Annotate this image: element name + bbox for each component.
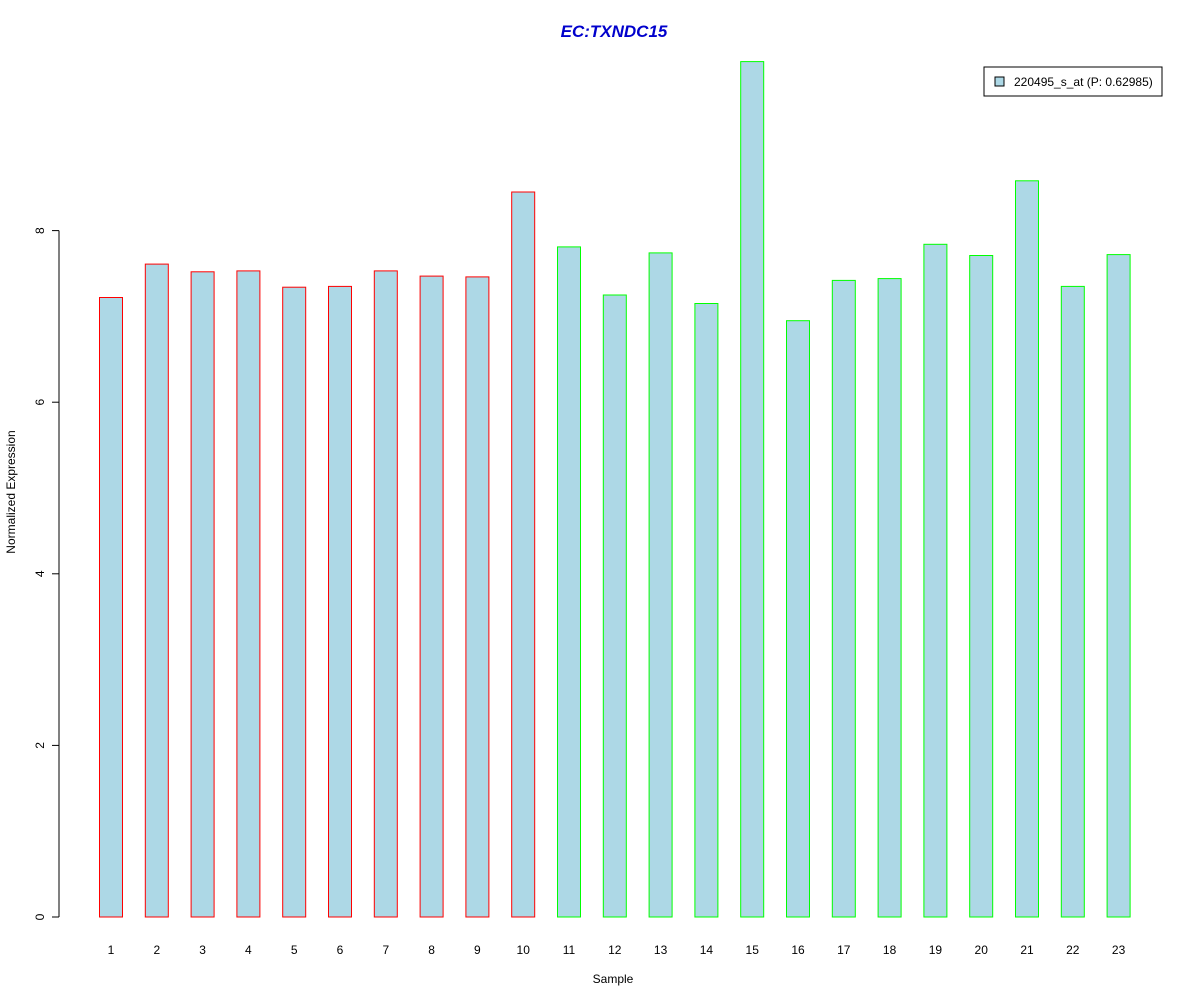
legend-label: 220495_s_at (P: 0.62985) (1014, 75, 1153, 89)
bar-sample-23 (1106, 254, 1131, 918)
bar-sample-15 (740, 61, 765, 918)
x-tick-label: 3 (199, 943, 206, 957)
y-tick-label: 6 (33, 399, 47, 406)
bar-sample-20 (969, 255, 994, 918)
bar-sample-19 (923, 243, 948, 918)
x-tick-label: 12 (608, 943, 622, 957)
y-tick-label: 4 (33, 570, 47, 577)
bar-sample-6 (328, 285, 352, 918)
bar-sample-5 (282, 286, 307, 918)
x-tick-label: 21 (1020, 943, 1034, 957)
chart-title: EC:TXNDC15 (561, 22, 668, 41)
x-tick-label: 14 (700, 943, 714, 957)
bar-sample-4 (236, 270, 261, 918)
x-tick-label: 23 (1112, 943, 1126, 957)
x-tick-label: 9 (474, 943, 481, 957)
bar-sample-9 (465, 276, 490, 918)
x-tick-label: 22 (1066, 943, 1080, 957)
bar-sample-17 (831, 279, 856, 918)
bar-sample-10 (511, 191, 536, 918)
bar-sample-3 (190, 271, 215, 918)
x-tick-label: 18 (883, 943, 897, 957)
x-tick-label: 1 (108, 943, 115, 957)
legend-box (983, 66, 1163, 97)
bar-sample-16 (786, 320, 810, 918)
bar-sample-8 (419, 275, 444, 918)
bar-sample-12 (602, 294, 627, 918)
bar-sample-13 (648, 252, 673, 918)
x-tick-labels: 1 2 3 4 5 6 7 8 9 10 11 12 13 14 15 16 17 18 19 20 21 22 23 (108, 943, 1126, 957)
bar-sample-7 (373, 270, 398, 918)
x-axis-label: Sample (593, 972, 634, 986)
bar-sample-18 (877, 278, 902, 918)
x-tick-label: 13 (654, 943, 668, 957)
x-tick-label: 2 (153, 943, 160, 957)
y-tick-label: 8 (33, 227, 47, 234)
x-tick-label: 4 (245, 943, 252, 957)
x-tick-label: 16 (791, 943, 805, 957)
y-axis-label: Normalized Expression (4, 430, 18, 553)
x-tick-label: 17 (837, 943, 851, 957)
x-tick-label: 7 (382, 943, 389, 957)
x-tick-label: 5 (291, 943, 298, 957)
legend-swatch (994, 76, 1005, 87)
x-tick-label: 10 (517, 943, 531, 957)
x-tick-label: 15 (746, 943, 760, 957)
bar-sample-14 (694, 303, 719, 918)
bars-group (99, 61, 1131, 918)
legend: 220495_s_at (P: 0.62985) (983, 66, 1163, 97)
x-tick-label: 11 (563, 943, 576, 957)
bar-sample-2 (144, 263, 169, 918)
bar-sample-1 (99, 297, 123, 918)
x-tick-label: 8 (428, 943, 435, 957)
bar-sample-22 (1060, 285, 1085, 918)
bar-sample-11 (557, 246, 581, 918)
x-tick-label: 19 (929, 943, 943, 957)
x-tick-label: 6 (337, 943, 344, 957)
y-tick-label: 0 (33, 913, 47, 920)
bar-sample-21 (1015, 180, 1039, 918)
x-tick-label: 20 (975, 943, 989, 957)
y-tick-label: 2 (33, 742, 47, 749)
y-axis: 0 2 4 6 8 (33, 227, 60, 920)
